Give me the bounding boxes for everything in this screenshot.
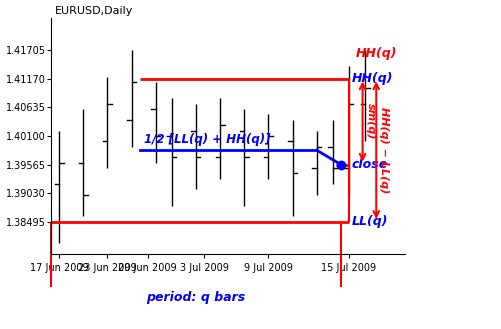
Text: HH(q) − LL(q): HH(q) − LL(q)	[379, 107, 389, 193]
Text: period: q bars: period: q bars	[146, 291, 245, 304]
Text: 1/2 [LL(q) + HH(q)]: 1/2 [LL(q) + HH(q)]	[144, 133, 271, 146]
Text: HH(q): HH(q)	[351, 72, 393, 85]
Text: HH(q): HH(q)	[356, 47, 397, 60]
Text: LL(q): LL(q)	[351, 215, 388, 228]
Text: close: close	[351, 158, 388, 171]
Text: EURUSD,Daily: EURUSD,Daily	[55, 6, 133, 16]
Text: sm(q): sm(q)	[366, 103, 376, 140]
